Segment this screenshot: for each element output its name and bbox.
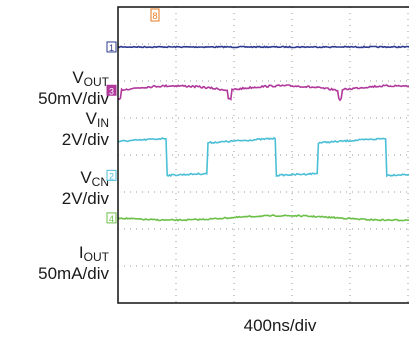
vin-scale-label: 2V/div — [61, 130, 109, 149]
vin-label: VIN — [85, 109, 109, 130]
trace-v-out — [117, 83, 409, 102]
channel-marker-label: 4 — [109, 214, 114, 224]
channel-marker-1: 1 — [106, 41, 117, 53]
trace-v-cn — [118, 136, 409, 178]
channel-marker-label: 3 — [109, 86, 114, 96]
channel-marker-label: 2 — [109, 171, 114, 181]
vcn-label: VCN — [80, 168, 109, 189]
vcn-scale-label: 2V/div — [61, 189, 109, 208]
channel-marker-label: 1 — [109, 43, 114, 53]
channel-marker-3: 3 — [106, 84, 117, 96]
trigger-marker: 8 — [150, 8, 160, 22]
plot-traces — [117, 45, 409, 222]
trace-v-in — [117, 45, 409, 49]
x-axis-label: 400ns/div — [243, 316, 317, 335]
plot-grid — [118, 7, 409, 303]
channel-markers: 1 3 2 4 8 — [106, 8, 160, 224]
channel-marker-2: 2 — [106, 169, 117, 181]
plot-frame — [117, 6, 409, 304]
vout-label: VOUT — [72, 68, 109, 89]
vout-scale-label: 50mV/div — [38, 89, 109, 108]
iout-scale-label: 50mA/div — [38, 264, 109, 283]
channel-marker-4: 4 — [106, 212, 117, 224]
trigger-marker-label: 8 — [152, 11, 157, 21]
trace-i-out — [117, 214, 409, 222]
iout-label: IOUT — [78, 243, 109, 264]
